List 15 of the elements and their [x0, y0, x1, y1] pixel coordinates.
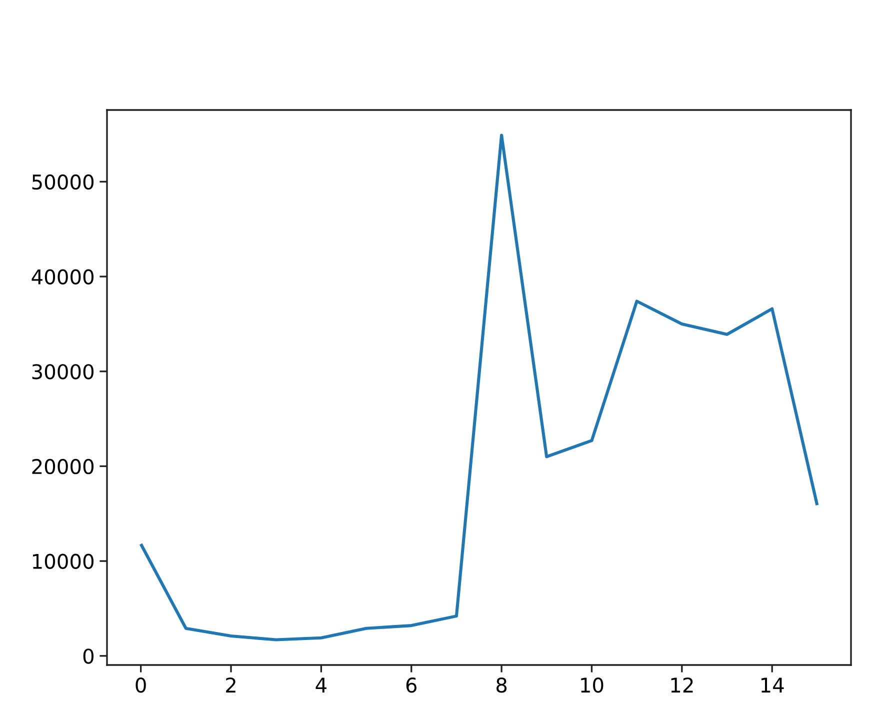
line-series	[139, 134, 819, 642]
x-tick-label: 2	[226, 678, 236, 692]
x-tick-label: 6	[406, 678, 416, 693]
y-tick-label: 0	[83, 648, 94, 664]
x-tick-label: 8	[496, 678, 507, 693]
y-tick-label: 20000	[32, 458, 94, 474]
y-tick-label: 10000	[32, 554, 94, 569]
x-tick-label: 10	[581, 678, 604, 693]
y-tick-label: 40000	[32, 269, 94, 284]
x-tick-label: 4	[316, 678, 326, 692]
y-tick-label: 50000	[32, 174, 94, 190]
x-tick-label: 12	[671, 678, 693, 692]
x-tick-label: 0	[136, 678, 146, 693]
x-tick-label: 14	[761, 678, 784, 692]
y-tick-label: 30000	[32, 364, 94, 380]
